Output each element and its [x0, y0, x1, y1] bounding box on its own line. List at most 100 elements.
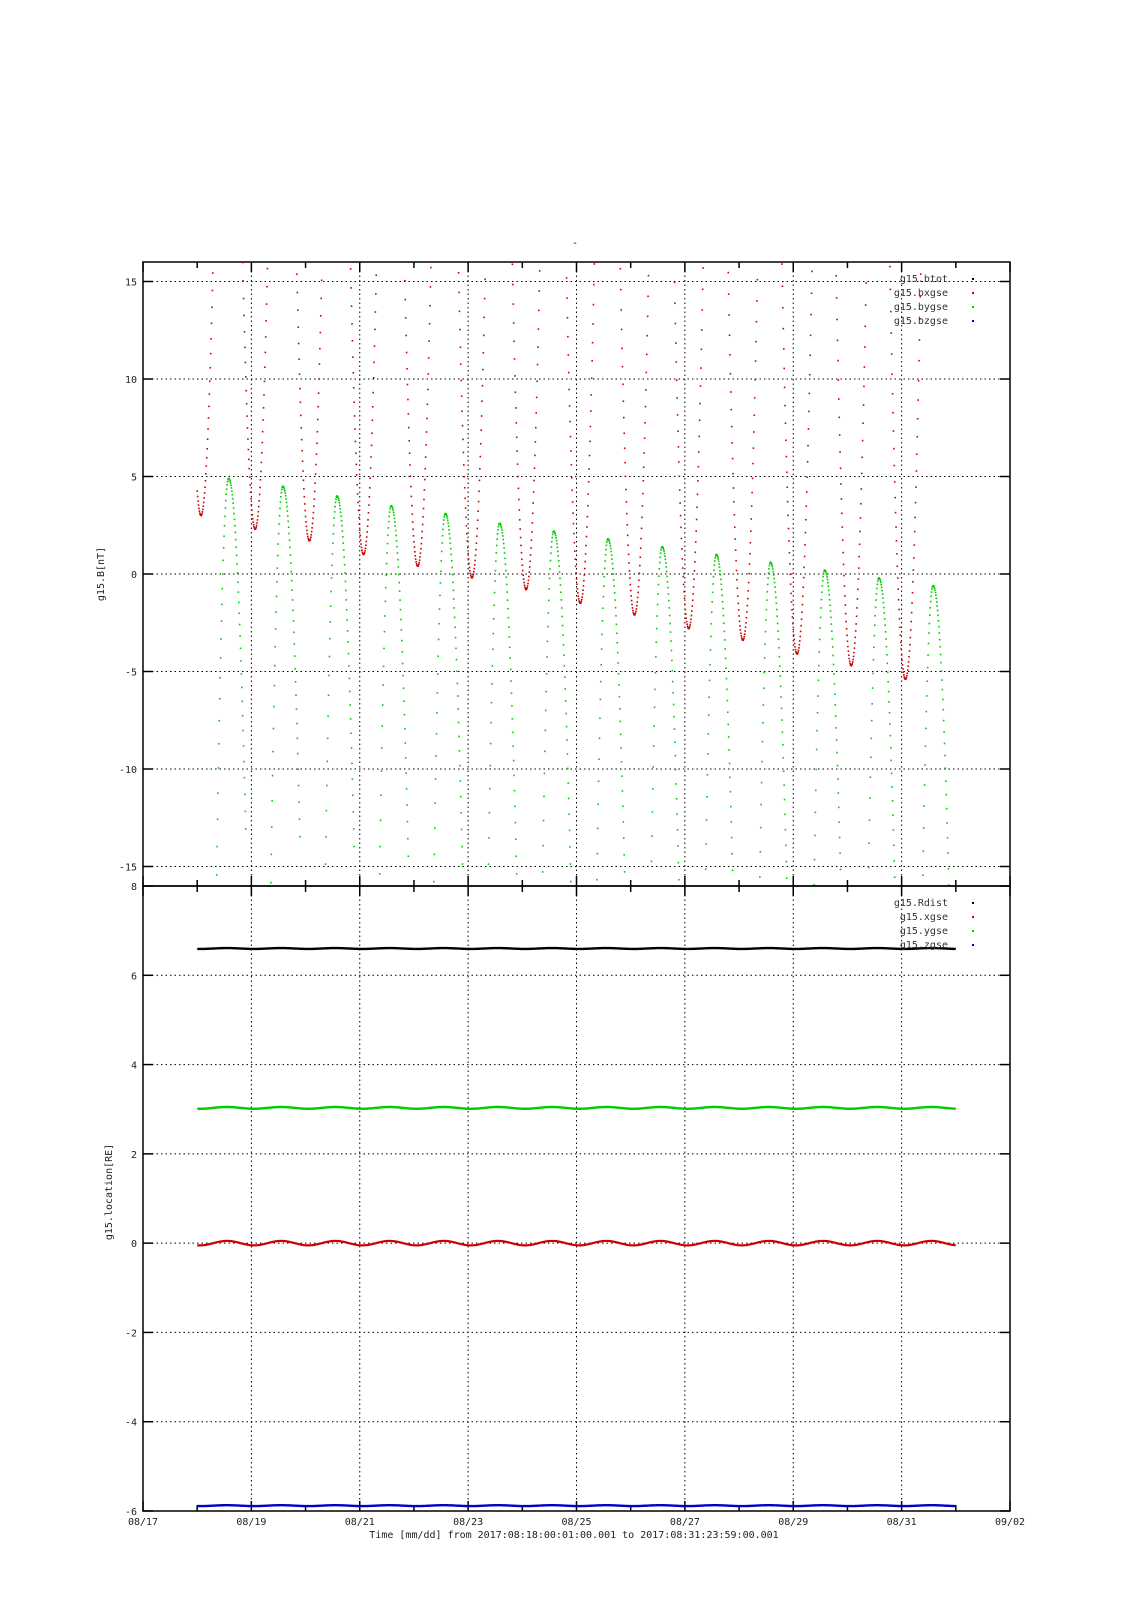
bygse-point [488, 811, 491, 814]
bygse-point [822, 572, 825, 575]
bygse-point [936, 605, 938, 607]
bxgse-point [912, 580, 914, 583]
bxgse-point [251, 509, 253, 511]
bygse-point [730, 836, 733, 839]
bxgse-point [517, 487, 520, 490]
bxgse-point [586, 526, 588, 528]
bxgse-point [692, 586, 695, 588]
bygse-point [327, 694, 330, 697]
bxgse-point [856, 607, 858, 609]
bxgse-point [587, 481, 590, 483]
bxgse-point [863, 385, 865, 388]
bxgse-point [728, 314, 730, 316]
bxgse-point [429, 304, 431, 307]
bxgse-point [319, 331, 322, 334]
bygse-point [933, 586, 935, 588]
bygse-point [760, 803, 762, 806]
bygse-point [330, 590, 332, 593]
bygse-point [925, 710, 928, 713]
bygse-point [874, 606, 877, 609]
bxgse-point [738, 620, 741, 623]
bygse-point [944, 754, 946, 757]
bxgse-point [460, 395, 463, 398]
bxgse-point [890, 310, 892, 313]
bxgse-point [523, 581, 525, 584]
bxgse-point [792, 622, 794, 625]
bxgse-point [893, 464, 896, 467]
bygse-point [889, 723, 891, 725]
bygse-point [434, 802, 436, 804]
bygse-point [515, 838, 517, 840]
bygse-point [873, 634, 876, 637]
bygse-point [384, 615, 386, 617]
bygse-point [656, 615, 658, 617]
bxgse-point [349, 268, 352, 270]
bygse-point [872, 659, 875, 661]
bxgse-point [576, 588, 579, 590]
bxgse-point [411, 513, 414, 515]
bygse-point [455, 658, 458, 661]
bxgse-point [853, 647, 856, 649]
bygse-point [814, 811, 817, 814]
bygse-point [286, 510, 289, 512]
bxgse-point [898, 617, 901, 620]
y-tick-label: 6 [131, 971, 137, 982]
bygse-point [886, 662, 889, 665]
bxgse-point [582, 584, 585, 587]
bygse-point [442, 528, 444, 531]
bxgse-point [845, 627, 848, 630]
bxgse-point [689, 621, 692, 624]
bygse-point [707, 733, 710, 735]
bygse-point [455, 647, 457, 650]
bygse-point [867, 892, 869, 894]
bygse-point [870, 737, 873, 740]
bxgse-point [532, 502, 534, 504]
bxgse-point [248, 467, 251, 470]
bygse-point [876, 580, 879, 582]
bxgse-point [732, 472, 734, 475]
bxgse-point [424, 467, 427, 470]
bxgse-point [854, 630, 857, 632]
bxgse-point [591, 341, 594, 344]
bxgse-point [413, 541, 415, 543]
bxgse-point [728, 334, 731, 337]
bygse-point [284, 492, 286, 494]
bxgse-point [355, 474, 358, 476]
bxgse-point [795, 650, 797, 653]
bxgse-point [864, 346, 866, 348]
bygse-point [923, 805, 925, 807]
bxgse-point [204, 486, 206, 489]
bxgse-point [729, 372, 732, 375]
bygse-point [548, 588, 550, 590]
bxgse-point [572, 512, 574, 514]
bxgse-point [636, 596, 639, 599]
bxgse-point [527, 579, 530, 582]
bxgse-point [788, 540, 790, 542]
bxgse-point [572, 522, 575, 525]
bygse-point [453, 598, 455, 600]
bxgse-point [373, 345, 376, 347]
bxgse-point [686, 623, 688, 626]
bxgse-point [901, 659, 903, 662]
bygse-point [714, 554, 717, 557]
bygse-point [881, 593, 884, 595]
bygse-point [492, 648, 494, 651]
bxgse-point [251, 517, 254, 520]
bxgse-point [467, 558, 470, 560]
bygse-point [279, 501, 282, 503]
bxgse-point [297, 342, 300, 345]
bxgse-point [755, 340, 757, 343]
bxgse-point [900, 648, 903, 650]
y-tick-label: -15 [119, 863, 137, 874]
bygse-point [385, 562, 388, 565]
bygse-point [217, 792, 219, 794]
bygse-point [393, 517, 396, 520]
bxgse-point [201, 512, 203, 515]
bxgse-point [837, 379, 840, 381]
bxgse-point [646, 315, 649, 318]
bygse-point [723, 622, 725, 625]
bxgse-point [785, 439, 787, 442]
bygse-point [501, 529, 503, 531]
bygse-point [283, 488, 286, 490]
bxgse-point [624, 475, 627, 478]
